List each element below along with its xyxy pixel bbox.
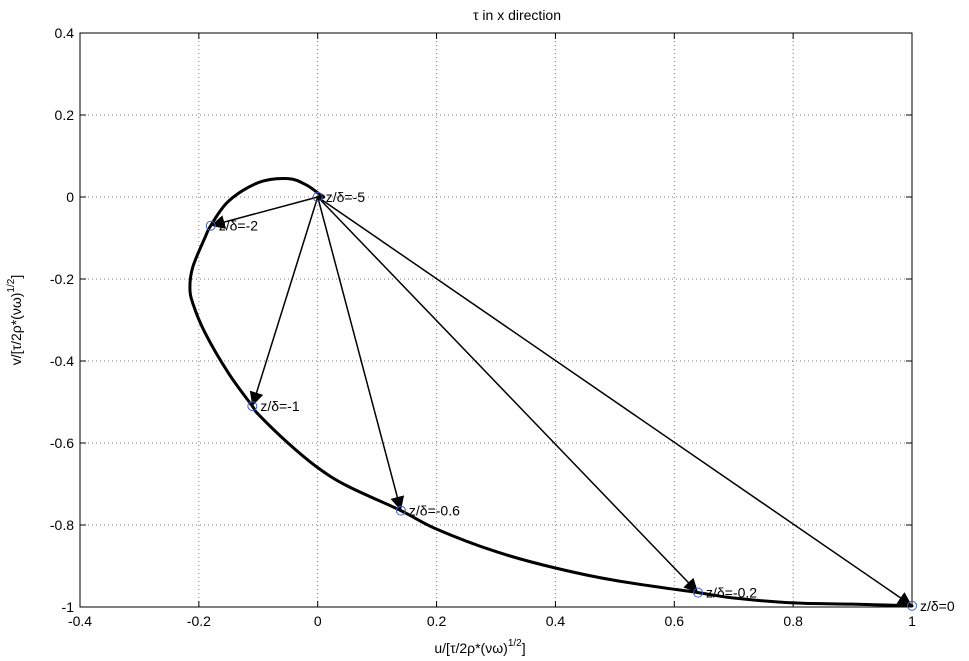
point-label: z/δ=-1 bbox=[260, 398, 300, 414]
x-tick-label: 0.6 bbox=[665, 613, 685, 629]
x-axis-label-main: u/[τ/2ρ*(νω) bbox=[434, 640, 507, 656]
y-tick-label: 0.2 bbox=[55, 107, 75, 123]
point-markers bbox=[205, 192, 917, 611]
point-marker bbox=[312, 192, 323, 202]
point-label: z/δ=-2 bbox=[219, 218, 259, 234]
x-axis-label-exponent: 1/2 bbox=[508, 638, 522, 649]
y-axis-ticks: -1 -0.8 -0.6 -0.4 -0.2 0 0.2 0.4 bbox=[50, 25, 912, 615]
x-tick-label: 0.4 bbox=[546, 613, 566, 629]
x-axis-label-tail: ] bbox=[522, 640, 526, 656]
point-marker bbox=[907, 600, 917, 611]
x-axis-label: u/[τ/2ρ*(νω)1/2] bbox=[434, 638, 525, 656]
velocity-arrow bbox=[316, 196, 405, 511]
point-label: z/δ=-0.2 bbox=[706, 585, 757, 601]
x-tick-label: -0.2 bbox=[187, 613, 211, 629]
y-tick-label: -0.2 bbox=[50, 271, 74, 287]
y-tick-label: 0 bbox=[66, 189, 74, 205]
y-axis-label-exponent: 1/2 bbox=[6, 278, 17, 292]
y-axis-label: v/[τ/2ρ*(νω)1/2] bbox=[6, 275, 24, 365]
point-label: z/δ=-0.6 bbox=[409, 503, 460, 519]
x-tick-label: 0.2 bbox=[427, 613, 447, 629]
x-tick-label: 0.8 bbox=[783, 613, 803, 629]
velocity-arrow bbox=[317, 196, 699, 594]
y-tick-label: -0.6 bbox=[50, 435, 74, 451]
x-tick-label: 0 bbox=[314, 613, 322, 629]
plot-frame bbox=[79, 32, 913, 608]
point-marker bbox=[693, 587, 704, 598]
velocity-arrows bbox=[210, 196, 913, 607]
x-tick-label: -0.4 bbox=[68, 613, 92, 629]
velocity-arrow bbox=[317, 196, 913, 607]
point-marker bbox=[205, 220, 216, 231]
y-axis-label-tail: ] bbox=[8, 275, 24, 279]
point-label: z/δ=0 bbox=[920, 598, 955, 614]
x-axis-ticks: -0.4 -0.2 0 0.2 0.4 0.6 0.8 1 bbox=[68, 33, 916, 629]
grid-lines bbox=[80, 33, 912, 607]
point-marker bbox=[395, 505, 406, 516]
hodograph-curve bbox=[188, 177, 914, 608]
point-labels: z/δ=-5 z/δ=-2 z/δ=-1 z/δ=-0.6 z/δ=-0.2 z/δ=0 bbox=[219, 189, 955, 614]
y-tick-label: -1 bbox=[62, 599, 75, 615]
y-axis-label-main: v/[τ/2ρ*(νω) bbox=[8, 293, 24, 366]
velocity-arrow bbox=[249, 196, 319, 407]
y-tick-label: -0.4 bbox=[50, 353, 74, 369]
y-tick-label: 0.4 bbox=[55, 25, 75, 41]
x-tick-label: 1 bbox=[908, 613, 916, 629]
point-label: z/δ=-5 bbox=[326, 189, 366, 205]
point-marker bbox=[247, 401, 258, 412]
velocity-arrow bbox=[210, 196, 318, 229]
y-tick-label: -0.8 bbox=[50, 517, 74, 533]
chart-title: τ in x direction bbox=[473, 7, 561, 23]
